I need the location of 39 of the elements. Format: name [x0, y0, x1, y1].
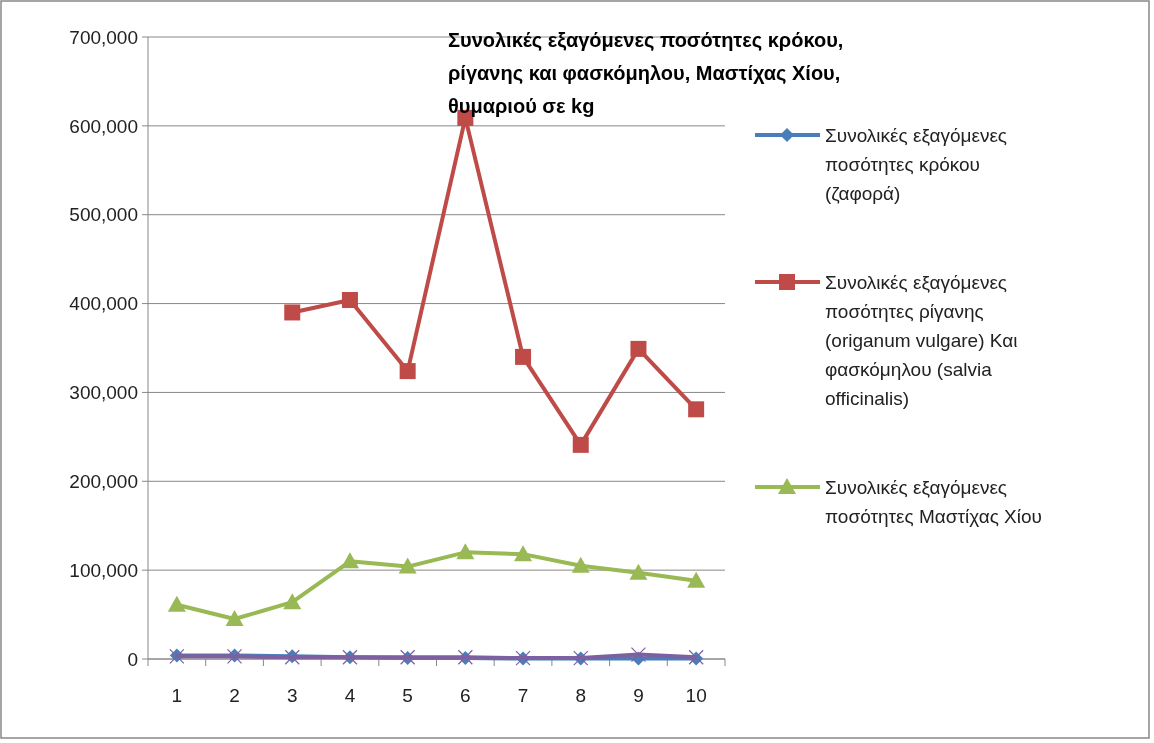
point — [225, 610, 244, 627]
point — [456, 543, 475, 560]
point — [398, 557, 417, 574]
legend-label: Συνολικές εξαγόμενες ποσότητες Μαστίχας Χίου — [825, 477, 1042, 527]
y-tick-label: 700,000 — [69, 26, 138, 48]
point — [283, 593, 302, 610]
point — [571, 556, 590, 573]
y-tick-label: 0 — [127, 648, 138, 670]
point — [630, 646, 647, 663]
x-tick-label: 8 — [575, 685, 587, 706]
x-tick-label: 7 — [517, 685, 529, 706]
point — [514, 545, 533, 562]
x-tick-label: 5 — [402, 685, 413, 706]
y-tick-label: 400,000 — [69, 293, 138, 315]
point — [688, 401, 705, 418]
legend-label: Συνολικές εξαγόμενες ποσότητες κρόκου (ζαφορά) — [825, 125, 1008, 204]
y-tick-label: 300,000 — [69, 382, 138, 404]
x-tick-label: 6 — [460, 685, 471, 706]
point — [341, 292, 358, 309]
x-tick-label: 1 — [171, 685, 183, 706]
point — [687, 571, 706, 588]
x-tick-label: 4 — [344, 685, 356, 706]
y-tick-label: 500,000 — [69, 204, 138, 226]
legend-label: Συνολικές εξαγόμενες ποσότητες ρίγανης (origanum vulgare) Και φασκόμηλου (salvia officinalis) — [825, 272, 1018, 409]
text: Συνολικές εξαγόμενες ποσότητες κρόκου, ρίγανης και φασκόμηλου, Μαστίχας Χίου, θυμαριού σε kg — [448, 29, 844, 117]
y-tick-label: 100,000 — [69, 559, 138, 581]
point — [167, 595, 186, 612]
x-tick-label: 2 — [229, 685, 240, 706]
point — [630, 340, 647, 357]
y-tick-label: 200,000 — [69, 470, 138, 492]
point — [629, 563, 648, 580]
x-tick-label: 3 — [286, 685, 298, 706]
x-tick-label: 10 — [685, 685, 707, 706]
point — [399, 363, 416, 380]
point — [284, 304, 301, 321]
point — [515, 348, 532, 365]
x-tick-label: 9 — [633, 685, 644, 706]
point — [572, 436, 589, 453]
y-tick-label: 600,000 — [69, 115, 138, 137]
